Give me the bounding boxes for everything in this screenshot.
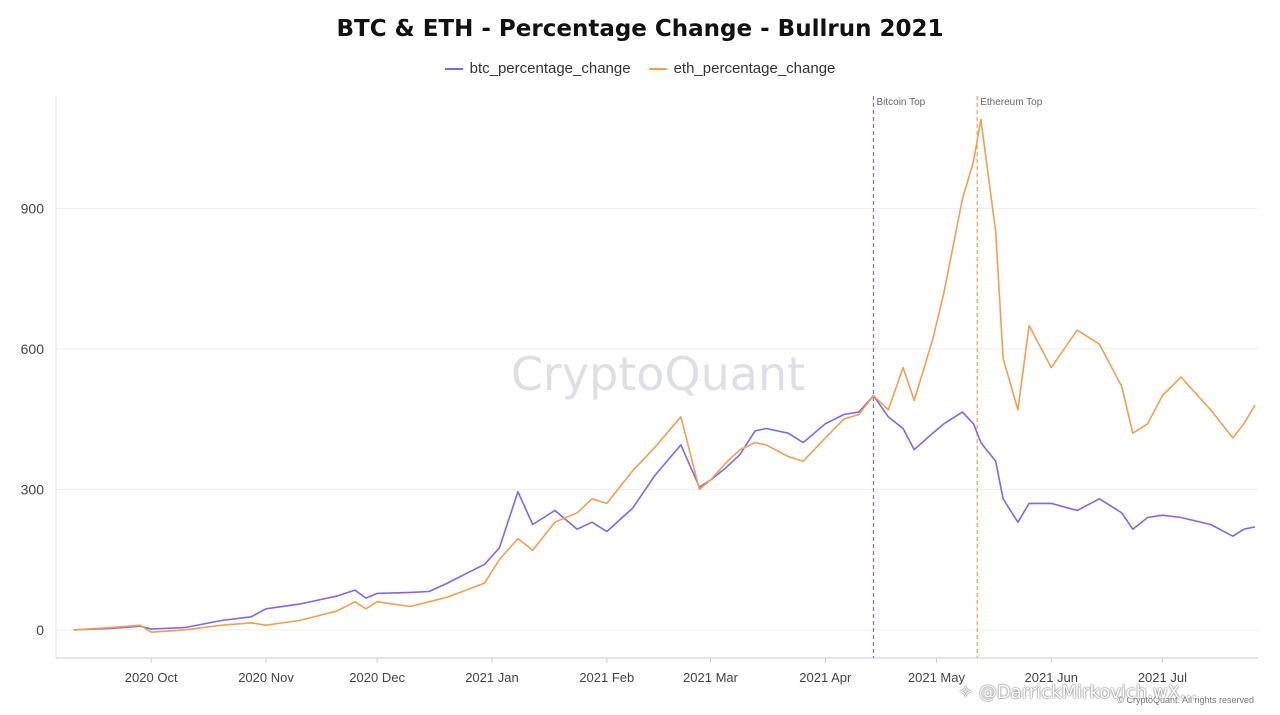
credit-text: © CryptoQuant. All rights reserved — [1117, 695, 1254, 705]
x-tick-label: 2021 Mar — [683, 670, 739, 685]
legend-swatch-eth — [648, 67, 667, 70]
x-tick-label: 2021 Jan — [465, 670, 519, 685]
handle-icon: ✧ — [958, 682, 979, 703]
y-axis-ticks: 0 300 600 900 — [21, 200, 45, 638]
legend: btc_percentage_change eth_percentage_cha… — [0, 60, 1280, 77]
x-tick-label: 2020 Oct — [125, 670, 178, 685]
x-tick-label: 2021 Feb — [579, 670, 634, 685]
x-tick-label: 2021 Jun — [1025, 670, 1079, 685]
x-axis-ticks: 2020 Oct 2020 Nov 2020 Dec 2021 Jan 2021 Feb… — [125, 658, 1187, 685]
y-tick-label: 900 — [21, 200, 45, 216]
grid — [56, 207, 1258, 631]
social-handle-overlay: ✧ @DarrickMirkovich.wX... — [958, 682, 1197, 703]
legend-swatch-btc — [444, 67, 463, 70]
x-tick-label: 2021 Jul — [1138, 670, 1187, 685]
legend-item-btc[interactable]: btc_percentage_change — [444, 60, 631, 77]
legend-item-eth[interactable]: eth_percentage_change — [648, 60, 836, 77]
series-line-btc_percentage_change — [73, 394, 1256, 631]
series-line-eth_percentage_change — [73, 118, 1256, 633]
x-tick-label: 2021 May — [908, 670, 966, 685]
annotation-label: Bitcoin Top — [876, 97, 925, 108]
legend-label-btc: btc_percentage_change — [469, 60, 631, 77]
y-tick-label: 600 — [21, 341, 45, 357]
x-tick-label: 2021 Apr — [799, 670, 852, 685]
annotation-label: Ethereum Top — [980, 97, 1043, 108]
y-tick-label: 300 — [21, 481, 45, 497]
chart-title: BTC & ETH - Percentage Change - Bullrun … — [336, 16, 944, 42]
x-tick-label: 2020 Dec — [349, 670, 405, 685]
y-tick-label: 0 — [36, 622, 44, 638]
annotations: Bitcoin Top Ethereum Top — [872, 96, 1043, 658]
series-lines — [73, 118, 1256, 633]
watermark: CryptoQuant — [511, 347, 805, 401]
x-tick-label: 2020 Nov — [238, 670, 294, 685]
handle-text: @DarrickMirkovich.wX... — [978, 682, 1198, 703]
legend-label-eth: eth_percentage_change — [673, 60, 836, 77]
